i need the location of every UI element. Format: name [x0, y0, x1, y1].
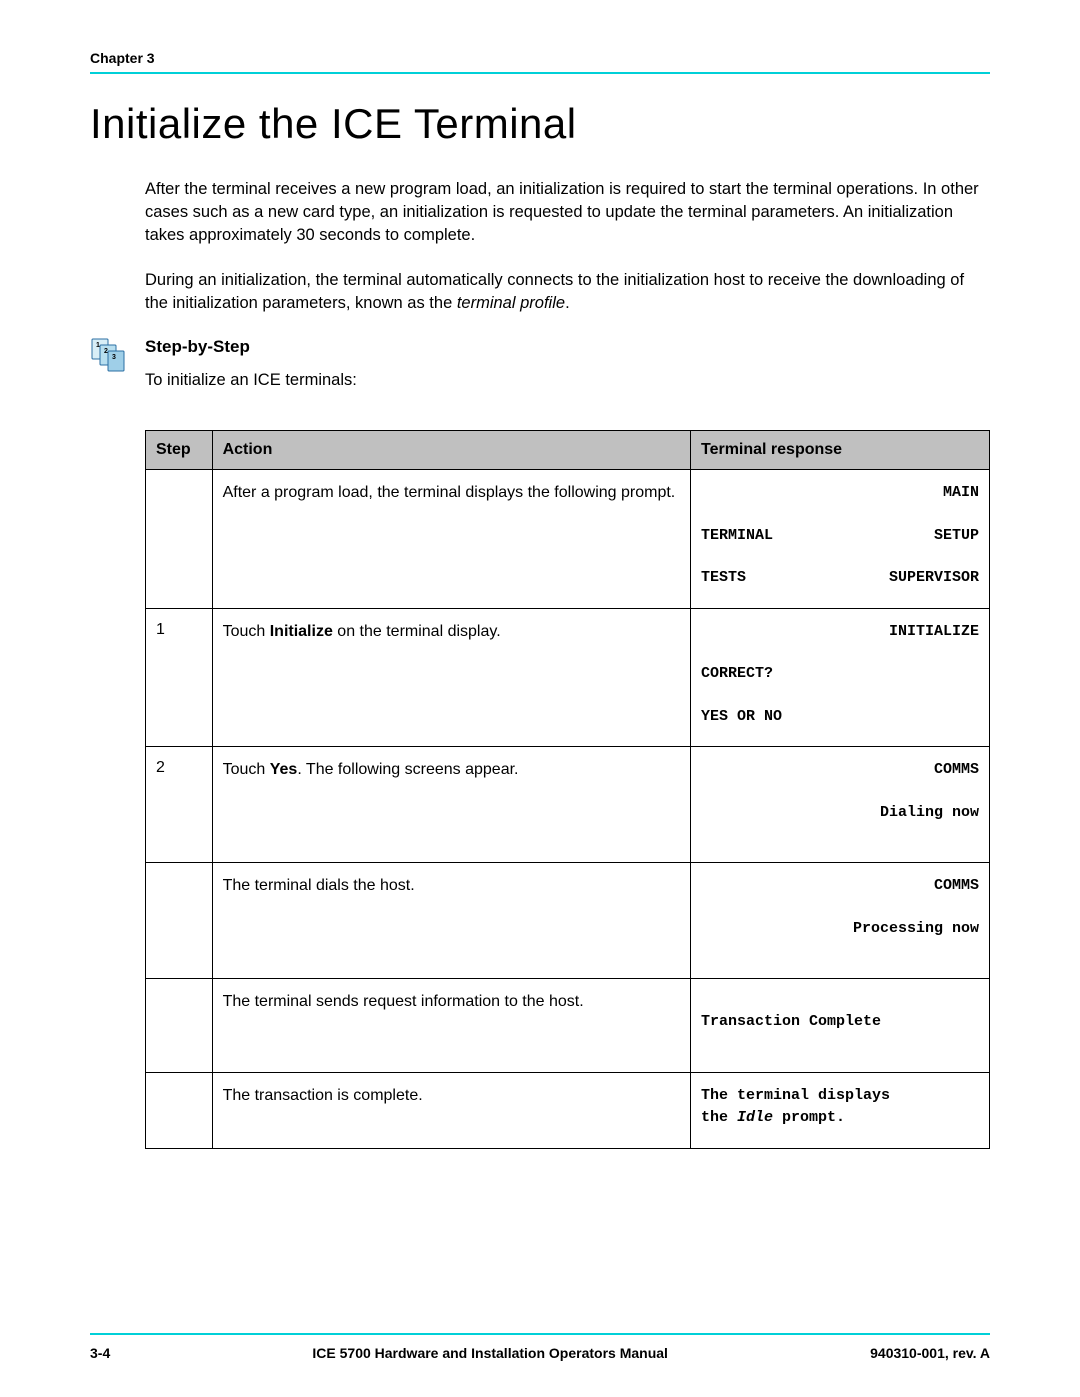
th-response: Terminal response: [690, 431, 989, 470]
resp-line1: The terminal displays: [701, 1087, 890, 1104]
th-step: Step: [146, 431, 213, 470]
procedure-table: Step Action Terminal response After a pr…: [145, 430, 990, 1149]
table-row: The terminal dials the host. COMMS Proce…: [146, 863, 990, 979]
action-bold: Initialize: [270, 623, 333, 640]
intro-paragraph-1: After the terminal receives a new progra…: [145, 178, 990, 247]
top-rule: [90, 72, 990, 74]
cell-action: Touch Yes. The following screens appear.: [212, 747, 690, 863]
footer-rule: [90, 1333, 990, 1335]
resp-left: TESTS: [701, 567, 746, 590]
table-row: 1 Touch Initialize on the terminal displ…: [146, 608, 990, 747]
footer-center: ICE 5700 Hardware and Installation Opera…: [110, 1345, 870, 1361]
cell-response: INITIALIZE CORRECT? YES OR NO: [690, 608, 989, 747]
cell-step: [146, 979, 213, 1073]
cell-step: [146, 1072, 213, 1148]
cell-action: After a program load, the terminal displ…: [212, 470, 690, 609]
table-row: The transaction is complete. The termina…: [146, 1072, 990, 1148]
chapter-label: Chapter 3: [90, 50, 990, 66]
cell-response: The terminal displays the Idle prompt.: [690, 1072, 989, 1148]
cell-step: 2: [146, 747, 213, 863]
resp-left: CORRECT?: [701, 663, 773, 686]
cell-response: COMMS Processing now: [690, 863, 989, 979]
action-pre: Touch: [223, 761, 270, 778]
svg-text:2: 2: [104, 348, 108, 355]
table-row: The terminal sends request information t…: [146, 979, 990, 1073]
cell-step: 1: [146, 608, 213, 747]
cell-action: Touch Initialize on the terminal display…: [212, 608, 690, 747]
steps-icon: 1 2 3: [90, 337, 130, 377]
th-action: Action: [212, 431, 690, 470]
resp-right: COMMS: [934, 875, 979, 898]
action-pre: Touch: [223, 623, 270, 640]
resp-left: Transaction Complete: [701, 1011, 881, 1034]
resp-right: COMMS: [934, 759, 979, 782]
cell-action: The terminal dials the host.: [212, 863, 690, 979]
cell-response: Transaction Complete: [690, 979, 989, 1073]
cell-step: [146, 470, 213, 609]
step-by-step-heading: Step-by-Step: [145, 337, 990, 357]
action-post: . The following screens appear.: [297, 761, 518, 778]
resp-left: TERMINAL: [701, 525, 773, 548]
intro-p2-c: .: [565, 294, 570, 312]
intro-p2-italic: terminal profile: [457, 294, 565, 312]
resp-right: MAIN: [943, 482, 979, 505]
cell-response: COMMS Dialing now: [690, 747, 989, 863]
step-by-step-section: 1 2 3 Step-by-Step To initialize an ICE …: [90, 337, 990, 390]
resp-right: Processing now: [853, 918, 979, 941]
step-by-step-sub: To initialize an ICE terminals:: [145, 371, 990, 390]
resp-right: SETUP: [934, 525, 979, 548]
page-title: Initialize the ICE Terminal: [90, 100, 990, 148]
resp-left: YES OR NO: [701, 706, 782, 729]
footer-right: 940310-001, rev. A: [870, 1345, 990, 1361]
table-header-row: Step Action Terminal response: [146, 431, 990, 470]
resp-right: INITIALIZE: [889, 621, 979, 644]
cell-action: The transaction is complete.: [212, 1072, 690, 1148]
table-row: After a program load, the terminal displ…: [146, 470, 990, 609]
action-bold: Yes: [270, 761, 298, 778]
cell-action: The terminal sends request information t…: [212, 979, 690, 1073]
cell-response: MAIN TERMINAL SETUP TESTS SUPERVISOR: [690, 470, 989, 609]
intro-block: After the terminal receives a new progra…: [145, 178, 990, 315]
resp-line2b-italic: Idle: [737, 1109, 773, 1126]
cell-step: [146, 863, 213, 979]
svg-text:1: 1: [96, 342, 100, 349]
resp-right: Dialing now: [880, 802, 979, 825]
resp-line2c: prompt.: [773, 1109, 845, 1126]
action-post: on the terminal display.: [333, 623, 501, 640]
resp-right: SUPERVISOR: [889, 567, 979, 590]
intro-paragraph-2: During an initialization, the terminal a…: [145, 269, 990, 315]
page: Chapter 3 Initialize the ICE Terminal Af…: [0, 0, 1080, 1189]
resp-line2a: the: [701, 1109, 737, 1126]
table-row: 2 Touch Yes. The following screens appea…: [146, 747, 990, 863]
page-footer: 3-4 ICE 5700 Hardware and Installation O…: [90, 1333, 990, 1361]
footer-left: 3-4: [90, 1345, 110, 1361]
footer-row: 3-4 ICE 5700 Hardware and Installation O…: [90, 1345, 990, 1361]
svg-text:3: 3: [112, 354, 116, 361]
